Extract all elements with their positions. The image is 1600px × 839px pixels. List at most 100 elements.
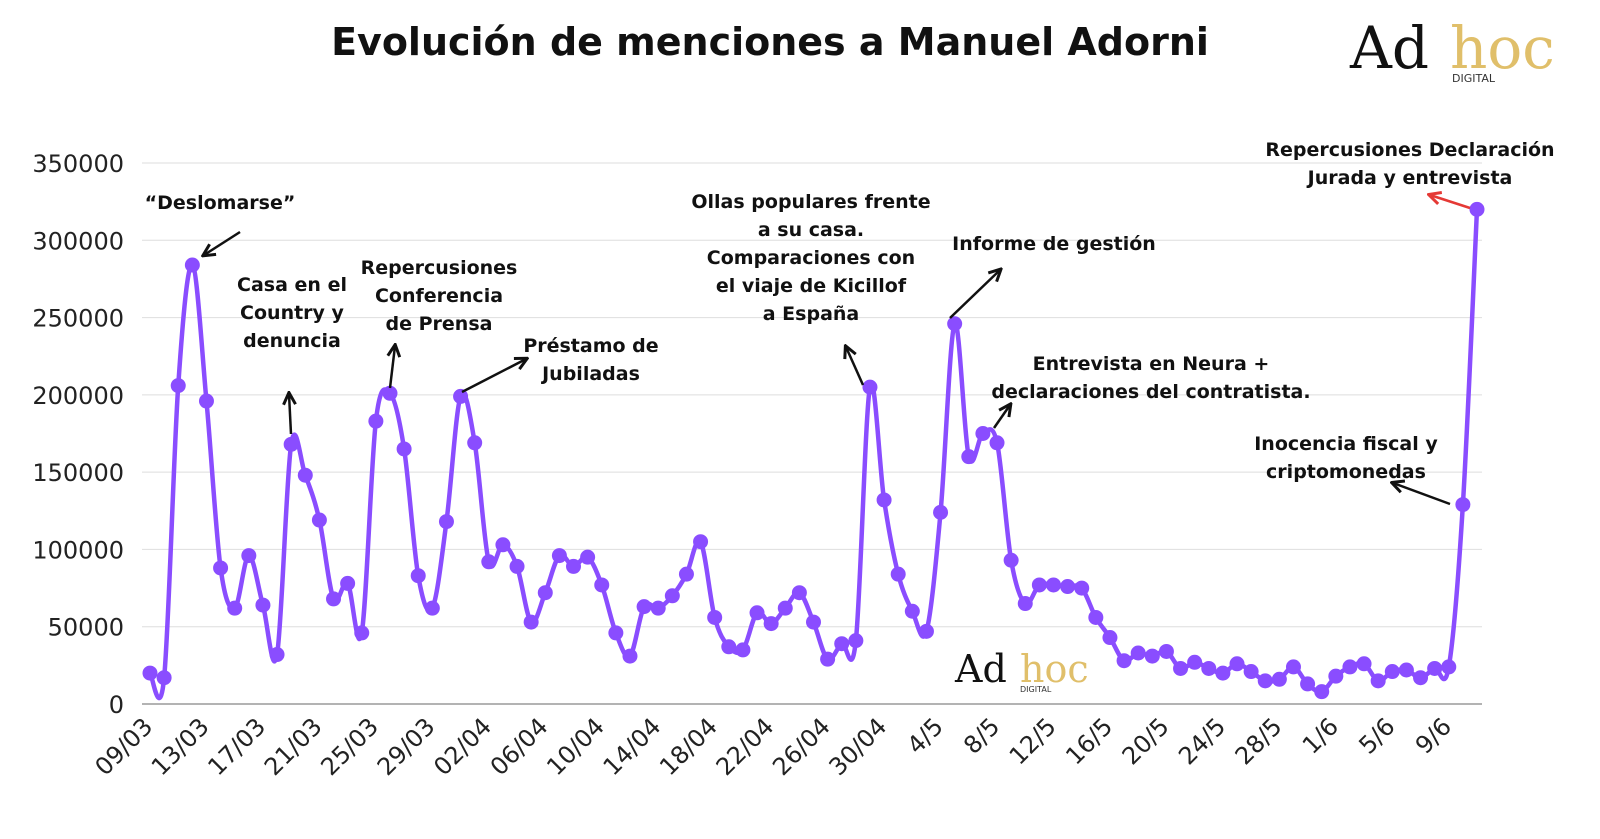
annotation: “Deslomarse” (145, 192, 296, 255)
data-point (410, 568, 426, 584)
data-point (269, 647, 285, 663)
annotation-text: a España (763, 303, 860, 325)
annotation-text: declaraciones del contratista. (991, 381, 1310, 403)
data-point (1031, 577, 1047, 593)
data-point (566, 558, 582, 574)
data-point (904, 603, 920, 619)
data-point (495, 537, 511, 553)
x-tick-label: 24/5 (1173, 712, 1231, 770)
data-point (890, 566, 906, 582)
x-tick-label: 12/5 (1004, 712, 1062, 770)
data-point (678, 566, 694, 582)
watermark-logo: Ad hoc DIGITAL (954, 647, 1089, 694)
data-point (467, 435, 483, 451)
data-point (1300, 676, 1316, 692)
data-point (453, 388, 469, 404)
annotation-text: criptomonedas (1266, 461, 1426, 483)
y-tick-label: 0 (109, 691, 124, 719)
data-point (1285, 659, 1301, 675)
data-point (1469, 201, 1485, 217)
x-tick-label: 29/03 (372, 712, 441, 781)
chart-title: Evolución de menciones a Manuel Adorni (331, 20, 1209, 64)
annotation-arrow (1393, 483, 1451, 506)
data-point (509, 558, 525, 574)
x-tick-label: 25/03 (315, 712, 384, 781)
logo-hoc-text: hoc (1450, 14, 1555, 82)
annotation-text: Jurada y entrevista (1306, 167, 1513, 189)
x-tick-label: 09/03 (90, 712, 159, 781)
x-tick-label: 02/04 (428, 712, 497, 781)
data-point (1060, 579, 1076, 595)
y-tick-label: 250000 (32, 305, 124, 333)
data-point (791, 585, 807, 601)
data-point (1173, 660, 1189, 676)
x-tick-label: 10/04 (541, 712, 610, 781)
x-tick-label: 20/5 (1117, 712, 1175, 770)
data-point (834, 636, 850, 652)
data-point (184, 257, 200, 273)
data-point (1370, 673, 1386, 689)
data-point (1257, 673, 1273, 689)
annotation-text: Repercusiones Declaración (1265, 139, 1554, 161)
annotation: Inocencia fiscal y criptomonedas (1254, 433, 1451, 506)
x-tick-label: 28/5 (1230, 712, 1288, 770)
annotation-arrow (992, 405, 1010, 429)
y-tick-label: 50000 (48, 614, 124, 642)
annotation-arrow (390, 346, 395, 389)
x-tick-label: 06/04 (485, 712, 554, 781)
annotation-text: Jubiladas (540, 363, 640, 385)
x-tick-label: 4/5 (902, 712, 949, 759)
x-axis: 09/0313/0317/0321/0325/0329/0302/0406/04… (90, 712, 1457, 781)
data-point (721, 639, 737, 655)
logo-digital-text: DIGITAL (1452, 72, 1496, 85)
annotation-text: Comparaciones con (707, 247, 915, 269)
data-point (438, 514, 454, 530)
data-point (1102, 630, 1118, 646)
annotation-text: Repercusiones (361, 257, 518, 279)
data-point (142, 665, 158, 681)
data-point (227, 600, 243, 616)
annotation-text: “Deslomarse” (145, 192, 296, 214)
data-point (876, 492, 892, 508)
data-point (1003, 552, 1019, 568)
data-point (368, 413, 384, 429)
data-point (580, 549, 596, 565)
y-axis: 0 50000 100000 150000 200000 250000 300000 3500… (32, 150, 124, 719)
data-point (594, 577, 610, 593)
x-tick-label: 5/6 (1353, 712, 1400, 759)
data-point (1427, 660, 1443, 676)
data-point (382, 385, 398, 401)
data-point (241, 548, 257, 564)
data-point (1045, 577, 1061, 593)
data-point (777, 600, 793, 616)
brand-logo: Ad hoc DIGITAL (1349, 14, 1555, 85)
data-point (1088, 609, 1104, 625)
y-tick-label: 200000 (32, 382, 124, 410)
annotation-arrow (949, 270, 1000, 319)
watermark-digital-text: DIGITAL (1020, 685, 1052, 694)
data-points (142, 201, 1485, 700)
annotation: Casa en el Country y denuncia (237, 274, 347, 435)
data-point (1187, 654, 1203, 670)
y-tick-label: 150000 (32, 459, 124, 487)
data-point (537, 585, 553, 601)
data-point (1384, 664, 1400, 680)
x-tick-label: 17/03 (202, 712, 271, 781)
data-point (1441, 659, 1457, 675)
annotation: Ollas populares frente a su casa. Comparac… (691, 191, 931, 386)
data-point (975, 426, 991, 441)
data-point (1455, 497, 1471, 513)
annotation-arrow (289, 394, 291, 435)
data-point (862, 379, 878, 395)
annotation-text: Casa en el (237, 274, 347, 296)
annotation-text: Country y (240, 302, 345, 324)
data-point (283, 436, 299, 452)
x-tick-label: 13/03 (146, 712, 215, 781)
data-point (213, 560, 229, 576)
x-tick-label: 26/04 (767, 712, 836, 781)
data-point (820, 651, 836, 667)
annotation-arrow (846, 347, 865, 386)
data-point (340, 575, 356, 591)
annotation-text: Préstamo de (523, 335, 658, 357)
